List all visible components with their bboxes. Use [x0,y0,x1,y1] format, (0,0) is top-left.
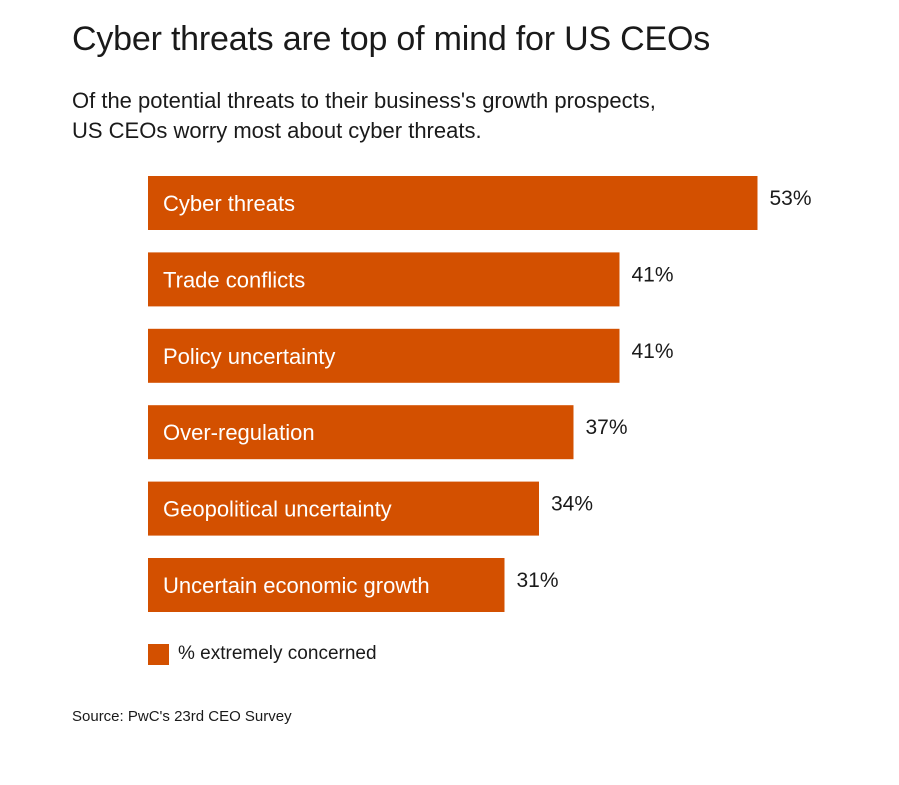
bar-trade-conflicts [148,252,620,307]
chart-title: Cyber threats are top of mind for US CEO… [72,20,711,58]
source-note: Source: PwC's 23rd CEO Survey [72,708,292,725]
value-label: 41% [632,340,674,363]
category-label: Policy uncertainty [163,344,335,369]
chart-subtitle: Of the potential threats to their busine… [72,86,832,146]
bar-policy-uncertainty [148,328,620,383]
category-label: Cyber threats [163,191,295,216]
subtitle-line-2: US CEOs worry most about cyber threats. [72,118,482,143]
category-label: Geopolitical uncertainty [163,497,392,522]
bar-over-regulation [148,405,574,460]
legend-label: % extremely concerned [178,643,377,664]
value-label: 53% [770,187,812,210]
legend-swatch [148,643,169,665]
bar-uncertain-economic-growth [148,558,505,612]
value-label: 41% [632,263,674,286]
category-label: Over-regulation [163,420,315,445]
value-label: 34% [551,493,593,516]
bar-geopolitical-uncertainty [148,481,539,536]
bar-cyber-threats [148,176,758,230]
subtitle-line-1: Of the potential threats to their busine… [72,88,656,113]
value-label: 37% [586,416,628,439]
category-label: Uncertain economic growth [163,573,430,598]
value-label: 31% [517,569,559,592]
legend: % extremely concerned [148,643,377,665]
category-label: Trade conflicts [163,267,305,292]
